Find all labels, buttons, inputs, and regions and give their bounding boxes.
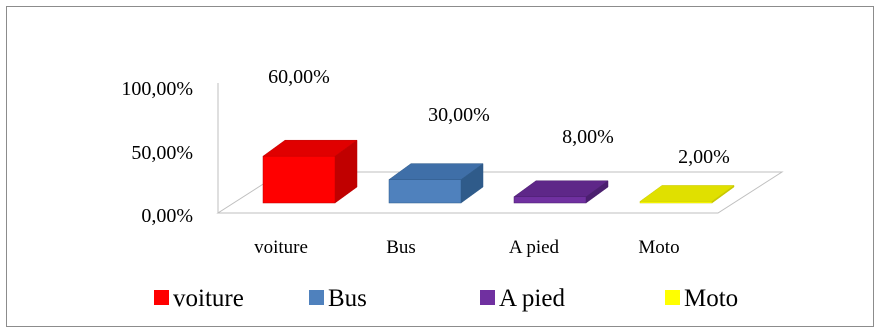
bar-front <box>639 201 713 204</box>
x-tick-label: voiture <box>254 237 308 258</box>
legend-item: Bus <box>309 285 367 312</box>
legend-swatch <box>665 290 680 305</box>
legend-label: Bus <box>328 285 367 312</box>
bars <box>262 139 735 204</box>
y-axis-ticks: 0,00% 50,00% 100,00% <box>121 78 193 227</box>
legend-swatch <box>154 290 169 305</box>
legend-item: voiture <box>154 285 244 312</box>
y-tick-label: 50,00% <box>131 142 193 164</box>
bar-Bus <box>388 163 484 204</box>
legend: voiture Bus A pied Moto <box>154 285 738 312</box>
bar-front <box>262 155 336 204</box>
x-axis-ticks: voiture Bus A pied Moto <box>254 237 680 258</box>
bar-front <box>388 179 462 204</box>
bar-A pied <box>513 180 609 204</box>
legend-label: voiture <box>173 285 244 312</box>
legend-swatch <box>309 290 324 305</box>
bar-front <box>513 196 587 204</box>
data-label: 60,00% <box>268 66 330 88</box>
y-tick-label: 0,00% <box>141 205 193 227</box>
x-tick-label: Moto <box>638 237 679 258</box>
y-tick-label: 100,00% <box>121 78 193 100</box>
x-tick-label: Bus <box>386 237 416 258</box>
legend-label: Moto <box>684 285 738 312</box>
data-label: 8,00% <box>562 126 614 148</box>
data-label: 30,00% <box>428 104 490 126</box>
legend-swatch <box>480 290 495 305</box>
x-tick-label: A pied <box>509 237 560 258</box>
bar-Moto <box>639 184 735 204</box>
data-label: 2,00% <box>678 146 730 168</box>
bar-voiture <box>262 139 358 204</box>
legend-item: Moto <box>665 285 738 312</box>
data-labels: 60,00% 30,00% 8,00% 2,00% <box>268 66 730 168</box>
legend-item: A pied <box>480 285 565 312</box>
legend-label: A pied <box>499 285 565 312</box>
